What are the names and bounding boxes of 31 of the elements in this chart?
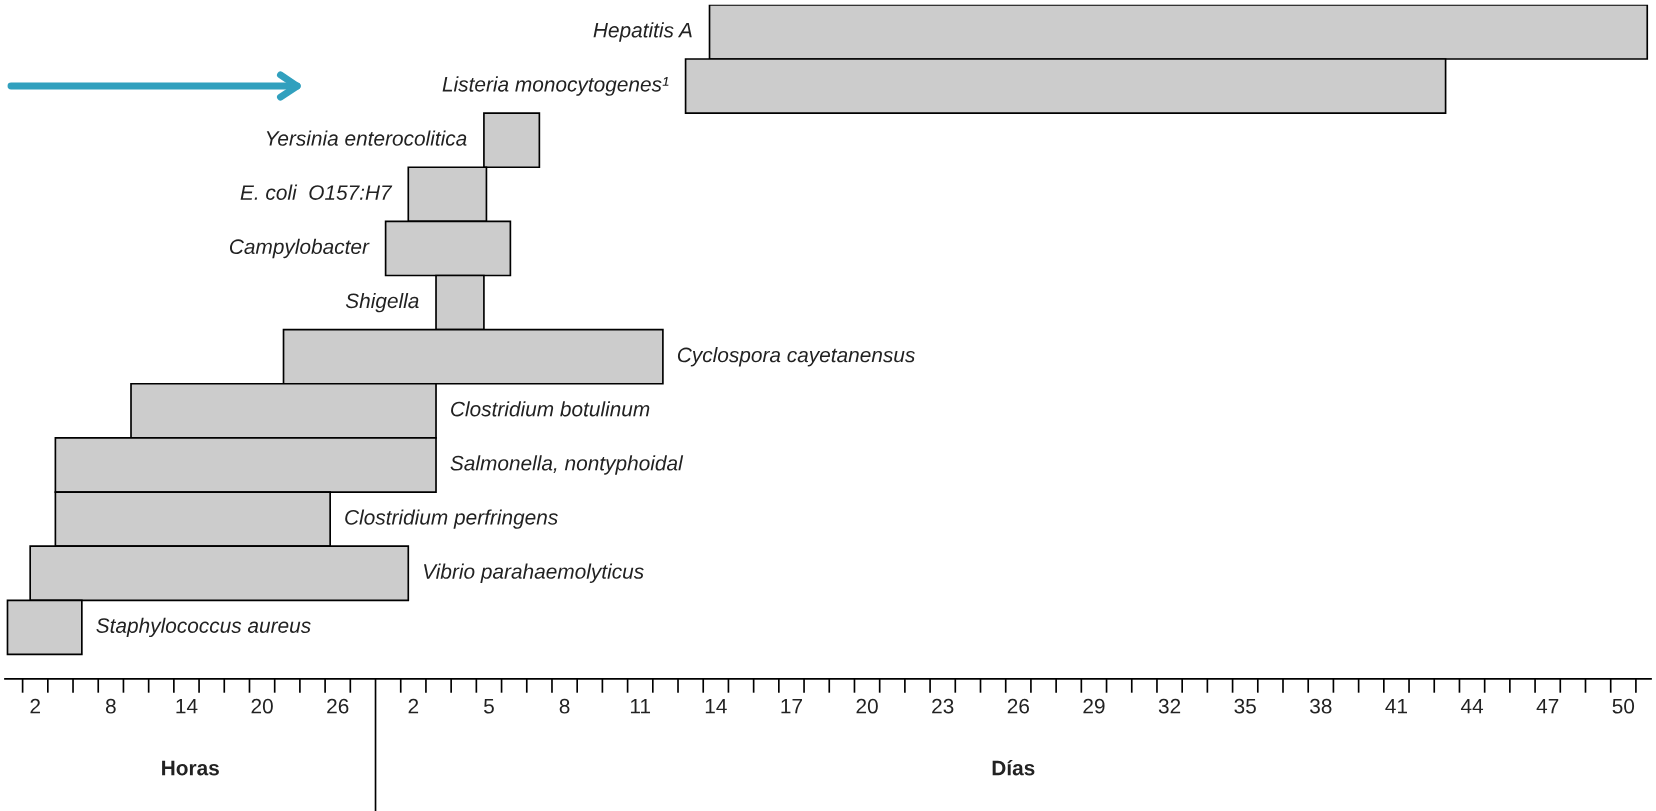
x2-tick-label: 38 [1310, 698, 1332, 714]
x-tick-label: 26 [327, 698, 349, 714]
y-tick-label: Clostridium perfringens [345, 509, 558, 529]
x-tick-label: 8 [105, 698, 116, 714]
x2-tick-label: 50 [1612, 698, 1635, 714]
text: Horas [162, 760, 219, 776]
y-tick-label: Staphylococcus aureus [96, 617, 311, 638]
x2-tick-label: 32 [1158, 698, 1181, 714]
y-tick-label: Vibrio parahaemolyticus [423, 563, 644, 583]
x2-tick-label: 47 [1536, 699, 1559, 714]
x2-tick-label: 5 [484, 699, 494, 714]
y-tick-label: Listeria monocytogenes¹ [442, 76, 669, 96]
y-tick-label: Salmonella, nontyphoidal [450, 455, 684, 475]
y-tick-label: Yersinia enterocolitica [266, 130, 467, 146]
x-tick-label: 20 [251, 698, 273, 714]
x-tick-label: 14 [176, 699, 198, 714]
y-tick-label: Campylobacter [229, 238, 370, 259]
x-tick-label: 2 [30, 698, 40, 714]
x2-tick-label: 41 [1385, 699, 1408, 714]
y-tick-label: Shigella [345, 292, 419, 313]
y-tick-label: Cyclospora cayetanensus [677, 347, 915, 367]
x2-tick-label: 29 [1083, 698, 1105, 714]
x2-tick-label: 17 [781, 699, 802, 714]
x2-tick-label: 35 [1234, 698, 1256, 714]
y-tick-label: Hepatitis A [593, 22, 692, 42]
x2-tick-label: 23 [932, 698, 954, 714]
text: Días [992, 759, 1035, 776]
x2-tick-label: 44 [1460, 699, 1484, 714]
y-tick-label: Clostridium botulinum [451, 401, 650, 417]
x2-tick-label: 11 [630, 699, 651, 714]
y-tick-label: E. coli O157:H7 [240, 184, 393, 200]
